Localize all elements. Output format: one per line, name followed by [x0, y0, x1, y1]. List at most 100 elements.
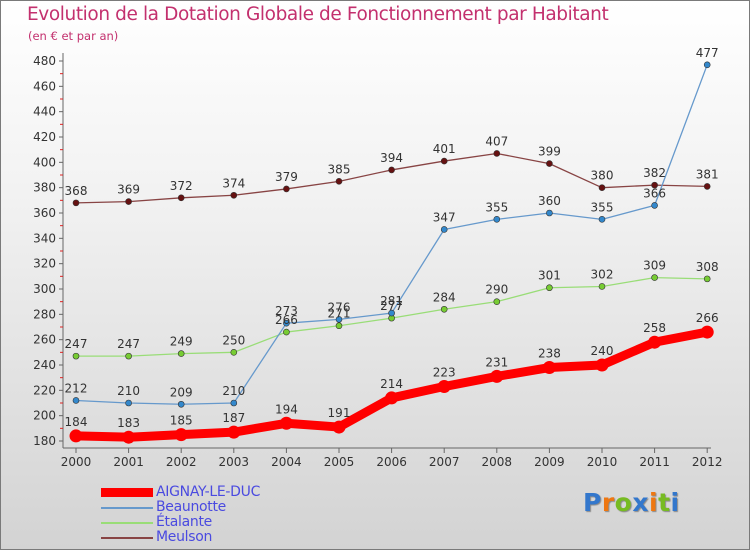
- data-point: [651, 274, 658, 281]
- logo-letter: i: [649, 488, 659, 517]
- data-point: [440, 157, 448, 165]
- x-tick-label: 2005: [324, 455, 355, 469]
- legend-label: Meulson: [156, 529, 213, 545]
- legend-label: Beaunotte: [156, 499, 227, 515]
- data-label: 191: [328, 406, 351, 420]
- logo-letter: r: [601, 488, 615, 517]
- data-label: 355: [485, 200, 508, 214]
- data-label: 308: [696, 260, 719, 274]
- data-label: 185: [170, 414, 193, 428]
- data-label: 212: [65, 381, 88, 395]
- y-tick-label: 420: [33, 130, 56, 144]
- y-tick-label: 180: [33, 434, 56, 448]
- data-point: [279, 416, 293, 430]
- data-label: 184: [65, 415, 88, 429]
- data-label: 247: [117, 337, 140, 351]
- data-label: 209: [170, 385, 193, 399]
- data-point: [651, 181, 658, 189]
- data-point: [283, 185, 290, 193]
- data-label: 374: [222, 176, 245, 190]
- data-label: 399: [538, 145, 561, 159]
- legend-swatch: [101, 537, 153, 539]
- x-tick-label: 2003: [219, 455, 250, 469]
- y-tick-label: 260: [33, 333, 56, 347]
- x-tick-label: 2008: [482, 455, 513, 469]
- data-label: 407: [485, 134, 508, 148]
- y-tick-label: 280: [33, 307, 56, 321]
- x-tick-label: 2000: [61, 455, 92, 469]
- y-tick-label: 320: [33, 257, 56, 271]
- data-label: 273: [275, 304, 298, 318]
- data-point: [177, 400, 185, 408]
- data-label: 194: [275, 402, 298, 416]
- data-label: 187: [222, 411, 245, 425]
- data-point: [440, 305, 448, 313]
- data-point: [283, 328, 290, 336]
- y-tick-label: 400: [33, 155, 56, 169]
- data-point: [230, 191, 238, 199]
- y-tick-label: 460: [33, 79, 56, 93]
- data-point: [388, 309, 395, 317]
- data-label: 379: [275, 170, 298, 184]
- data-point: [598, 216, 606, 223]
- data-point: [177, 194, 185, 202]
- data-point: [283, 319, 290, 327]
- x-tick-label: 2009: [534, 455, 565, 469]
- data-point: [598, 283, 606, 290]
- logo-letter: o: [614, 488, 633, 517]
- data-label: 247: [65, 337, 88, 351]
- data-label: 290: [485, 283, 508, 297]
- data-label: 381: [696, 167, 719, 181]
- y-tick-label: 340: [33, 231, 56, 245]
- data-point: [332, 420, 346, 434]
- data-point: [493, 298, 501, 305]
- data-point: [385, 391, 399, 405]
- data-point: [335, 322, 343, 330]
- data-label: 276: [328, 300, 351, 314]
- data-point: [125, 352, 132, 360]
- data-label: 240: [591, 344, 614, 358]
- data-label: 368: [65, 184, 88, 198]
- data-label: 284: [433, 290, 456, 304]
- data-point: [230, 399, 238, 407]
- data-label: 183: [117, 416, 140, 430]
- data-point: [125, 198, 132, 205]
- data-point: [703, 61, 711, 69]
- data-point: [700, 325, 714, 339]
- data-label: 210: [222, 384, 245, 398]
- data-label: 210: [117, 384, 140, 398]
- y-tick-label: 200: [33, 409, 56, 423]
- data-label: 281: [380, 294, 403, 308]
- chart-subtitle: (en € et par an): [28, 29, 119, 43]
- data-label: 302: [591, 267, 614, 281]
- data-label: 394: [380, 151, 403, 165]
- data-label: 355: [591, 200, 614, 214]
- data-label: 271: [328, 307, 351, 321]
- legend-swatch: [101, 522, 153, 524]
- x-tick-label: 2011: [639, 455, 670, 469]
- x-tick-label: 2006: [376, 455, 407, 469]
- data-point: [230, 349, 238, 356]
- y-tick-label: 220: [33, 383, 56, 397]
- data-label: 380: [591, 169, 614, 183]
- data-label: 477: [696, 46, 719, 60]
- data-label: 401: [433, 142, 456, 156]
- y-tick-label: 380: [33, 181, 56, 195]
- data-point: [335, 178, 343, 185]
- y-tick-label: 360: [33, 206, 56, 220]
- data-point: [69, 429, 83, 443]
- legend-label: AIGNAY-LE-DUC: [156, 484, 261, 500]
- data-label: 309: [643, 259, 666, 273]
- data-point: [595, 358, 609, 372]
- y-tick-label: 240: [33, 358, 56, 372]
- data-label: 249: [170, 335, 193, 349]
- data-point: [440, 226, 448, 233]
- data-label: 277: [380, 299, 403, 313]
- x-tick-label: 2001: [113, 455, 144, 469]
- proxiti-logo: Proxiti: [583, 488, 680, 517]
- data-label: 301: [538, 269, 561, 283]
- data-label: 231: [485, 355, 508, 369]
- data-point: [490, 369, 504, 383]
- data-point: [703, 183, 711, 190]
